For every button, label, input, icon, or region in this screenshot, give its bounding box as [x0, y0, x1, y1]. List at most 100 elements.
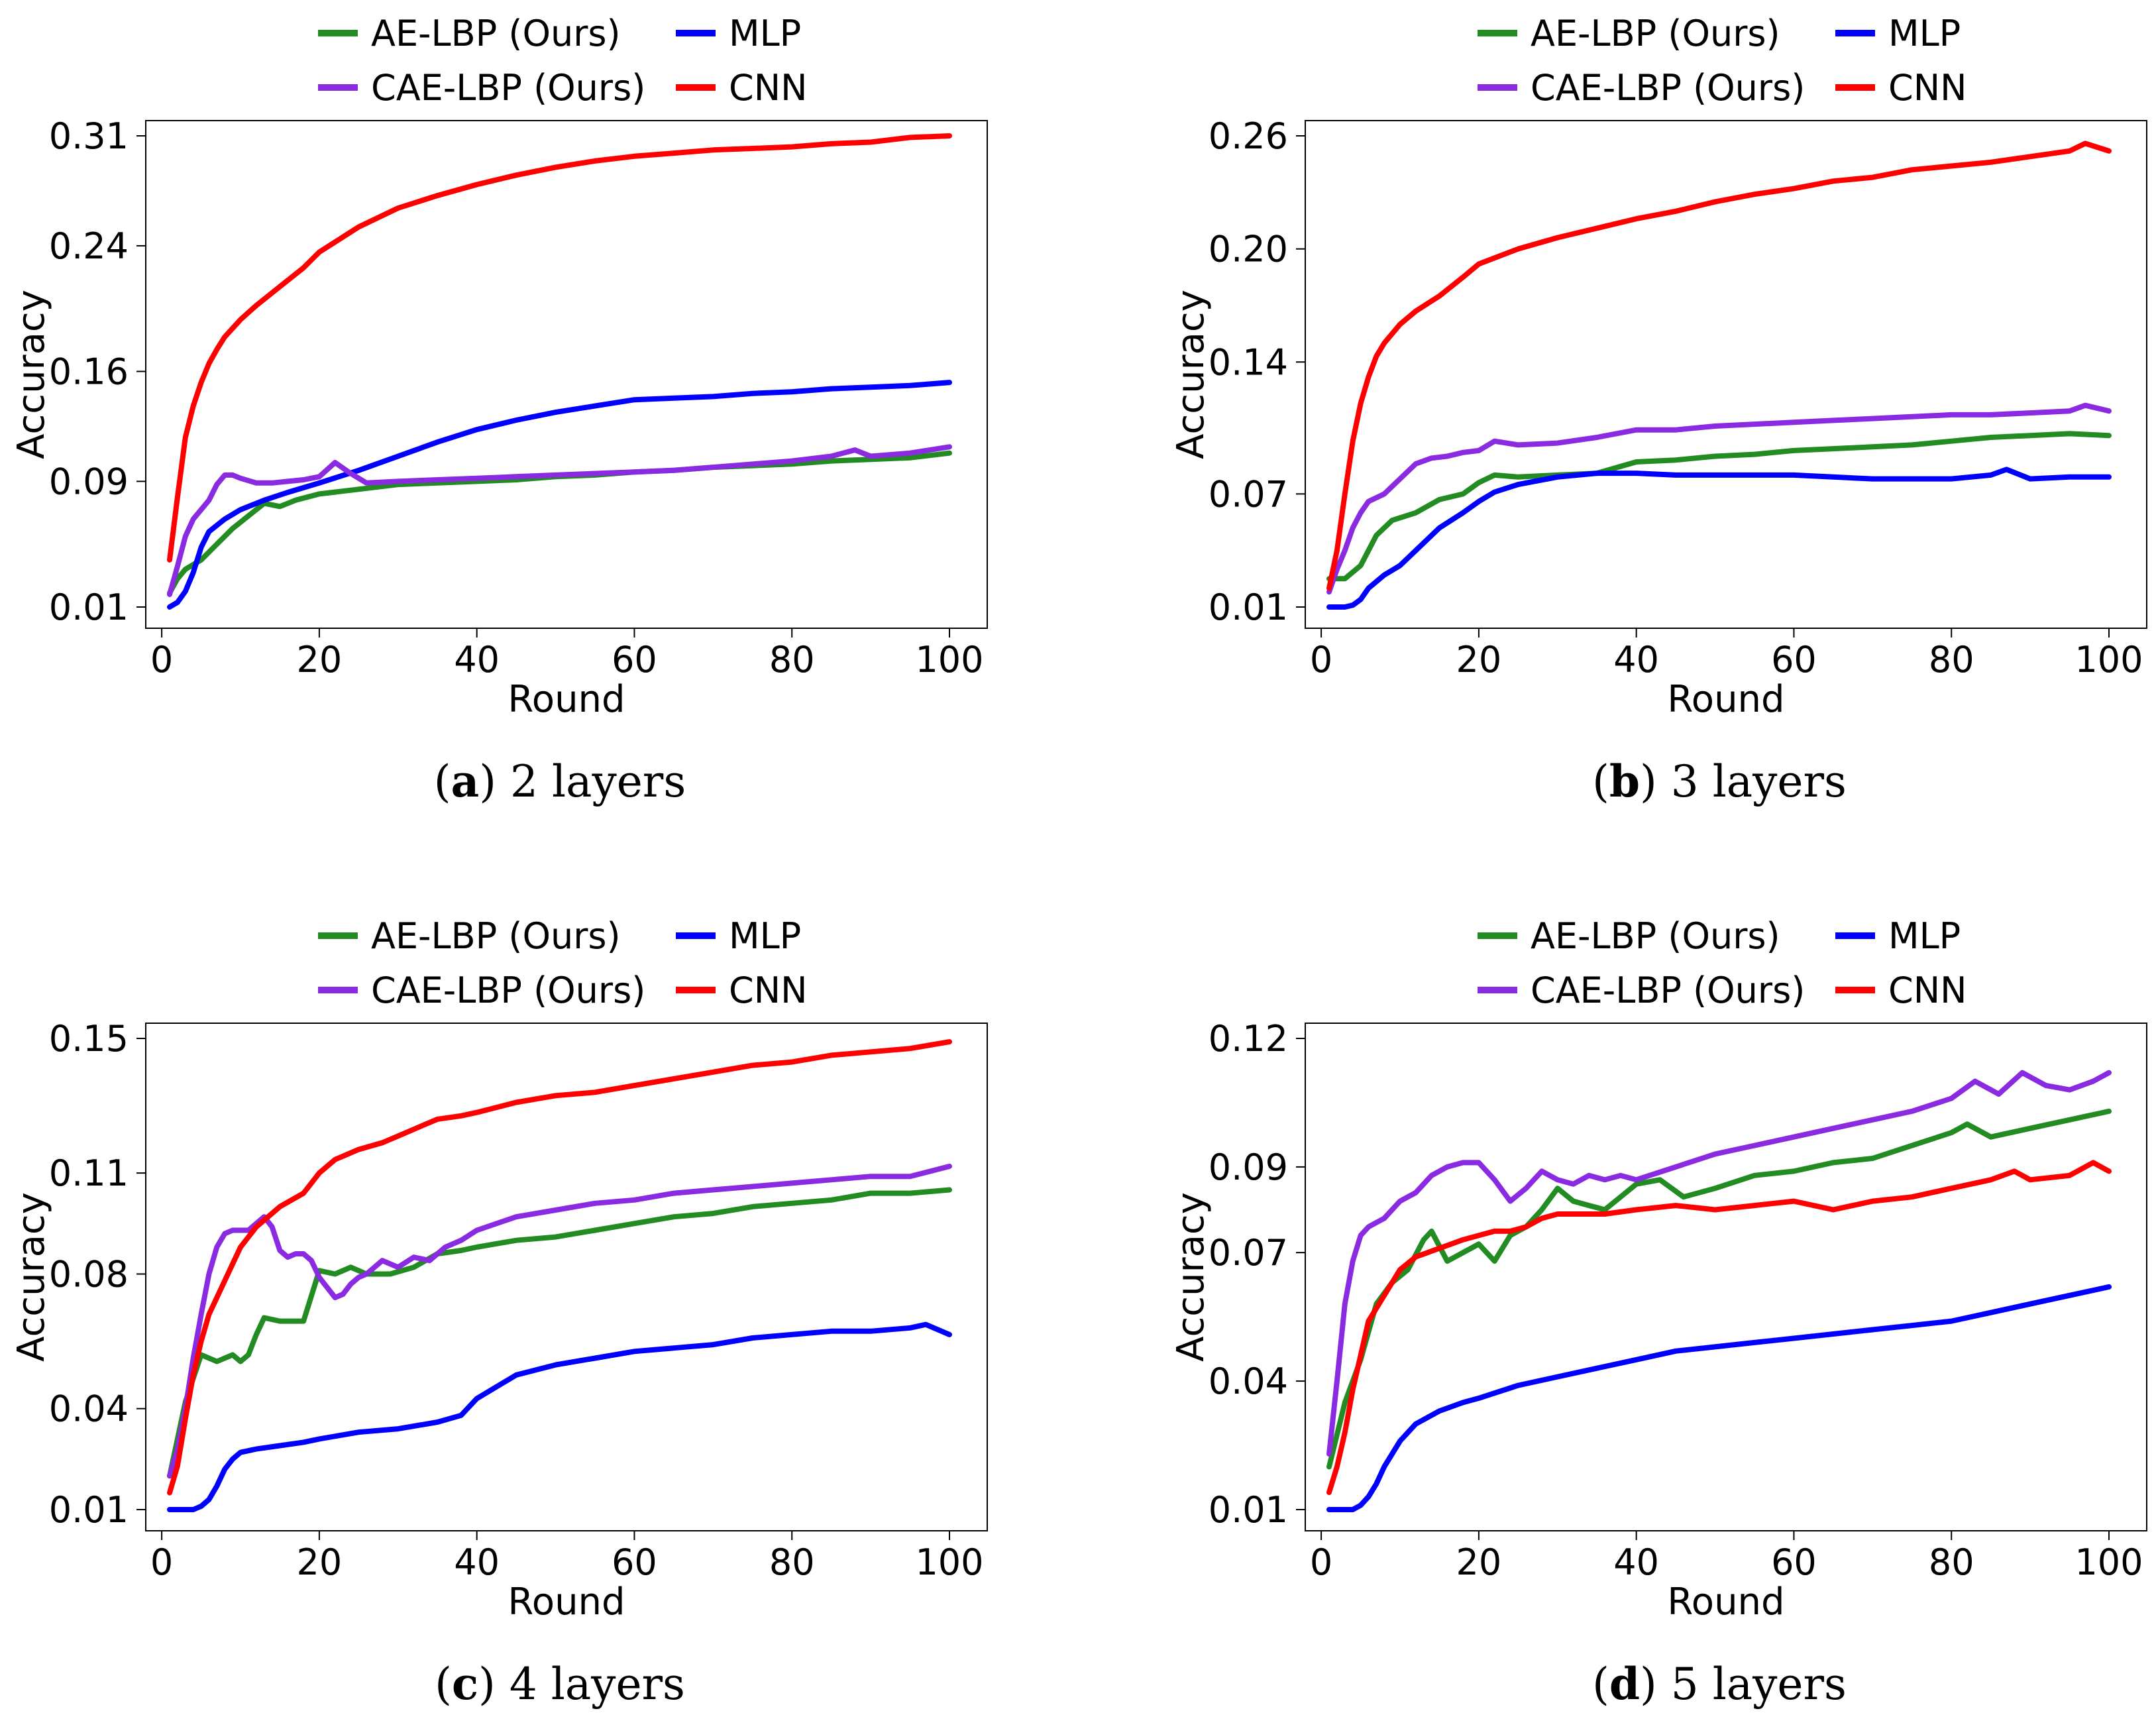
series-line-cae-lbp-ours	[167, 1164, 952, 1479]
series-line-cae-lbp-ours	[167, 444, 952, 597]
legend-label-cnn: CNN	[1888, 67, 1967, 109]
panel-a: 0 20 40 60 80 100 0.01 0.09 0.16 0.24 0.31 Round Acc…	[10, 13, 988, 807]
x-tick-label: 20	[1456, 639, 1502, 681]
x-tick-label: 100	[915, 639, 983, 681]
x-tick-label: 60	[1771, 1541, 1817, 1583]
x-tick-label: 0	[150, 1541, 173, 1583]
series-line-ae-lbp-ours	[1326, 1108, 2112, 1470]
x-tick-label: 0	[1310, 639, 1332, 681]
panel-caption: (b) 3 layers	[1592, 755, 1847, 807]
legend-label-cae-lbp-ours: CAE-LBP (Ours)	[1531, 67, 1805, 109]
series-line-cae-lbp-ours	[1326, 1070, 2112, 1457]
x-tick-label: 40	[1613, 639, 1659, 681]
panel-c: 0 20 40 60 80 100 0.01 0.04 0.08 0.11 0.15 Round Acc…	[10, 915, 988, 1710]
x-tick-label: 60	[612, 639, 657, 681]
x-axis-label: Round	[508, 1580, 625, 1624]
x-tick-label: 40	[454, 1541, 500, 1583]
caption-paren-open: (	[435, 1659, 452, 1710]
caption-paren-close: )	[478, 1659, 510, 1710]
legend-label-cnn: CNN	[1888, 970, 1967, 1011]
legend-label-ae-lbp-ours: AE-LBP (Ours)	[1531, 13, 1780, 54]
y-tick-label: 0.26	[1209, 115, 1288, 157]
caption-panel-label: a	[451, 755, 480, 807]
y-tick-label: 0.12	[1209, 1018, 1288, 1060]
caption-panel-label: d	[1609, 1658, 1640, 1710]
y-axis-label: Accuracy	[1169, 1192, 1213, 1362]
series-line-mlp	[167, 380, 952, 610]
plot-frame	[145, 1023, 988, 1531]
x-tick-label: 100	[2075, 1541, 2143, 1583]
x-tick-label: 20	[1456, 1541, 1502, 1583]
legend-label-cae-lbp-ours: CAE-LBP (Ours)	[371, 67, 645, 109]
series-line-ae-lbp-ours	[167, 1187, 952, 1479]
series-line-mlp	[1326, 1284, 2112, 1512]
plot-frame	[145, 120, 988, 629]
y-tick-label: 0.16	[49, 351, 129, 393]
x-tick-label: 40	[1613, 1541, 1659, 1583]
y-tick-label: 0.14	[1209, 341, 1288, 383]
x-axis-label: Round	[508, 678, 625, 721]
panel-d: 0 20 40 60 80 100 0.01 0.04 0.07 0.09 0.12 Round Acc…	[1169, 915, 2147, 1710]
x-axis-label: Round	[1667, 678, 1784, 721]
series-line-cae-lbp-ours	[1326, 402, 2112, 595]
caption-text: 5 layers	[1671, 1659, 1847, 1710]
y-tick-label: 0.04	[1209, 1360, 1288, 1402]
y-tick-label: 0.11	[49, 1152, 129, 1194]
y-tick-label: 0.01	[49, 586, 129, 628]
caption-paren-close: )	[479, 756, 510, 807]
y-tick-label: 0.08	[49, 1254, 129, 1296]
caption-panel-label: c	[452, 1658, 478, 1710]
caption-paren-open: (	[1592, 756, 1609, 807]
caption-paren-open: (	[434, 756, 451, 807]
panel-caption: (a) 2 layers	[434, 755, 686, 807]
y-tick-label: 0.04	[49, 1388, 129, 1430]
caption-text: 3 layers	[1671, 756, 1847, 807]
y-tick-label: 0.24	[49, 225, 129, 267]
y-tick-label: 0.20	[1209, 229, 1288, 270]
x-tick-label: 20	[297, 1541, 343, 1583]
y-axis-label: Accuracy	[10, 1192, 53, 1362]
series-line-cnn	[167, 1039, 952, 1496]
legend-label-ae-lbp-ours: AE-LBP (Ours)	[371, 915, 621, 957]
x-tick-label: 80	[1929, 639, 1974, 681]
legend-label-mlp: MLP	[1888, 13, 1961, 54]
legend-label-mlp: MLP	[729, 915, 801, 957]
y-tick-label: 0.01	[1209, 586, 1288, 628]
x-tick-label: 80	[1929, 1541, 1974, 1583]
caption-paren-close: )	[1640, 756, 1671, 807]
plot-frame	[1305, 120, 2147, 629]
panel-caption: (c) 4 layers	[435, 1658, 685, 1710]
x-tick-label: 100	[2075, 639, 2143, 681]
legend-label-cnn: CNN	[729, 970, 808, 1011]
y-tick-label: 0.09	[49, 461, 129, 502]
y-tick-label: 0.01	[1209, 1489, 1288, 1531]
x-tick-label: 0	[150, 639, 173, 681]
series-line-cnn	[167, 133, 952, 563]
legend-label-mlp: MLP	[729, 13, 801, 54]
caption-paren-open: (	[1592, 1659, 1609, 1710]
plot-frame	[1305, 1023, 2147, 1531]
y-tick-label: 0.07	[1209, 473, 1288, 515]
legend-label-cnn: CNN	[729, 67, 808, 109]
series-line-mlp	[167, 1321, 952, 1512]
y-tick-label: 0.09	[1209, 1146, 1288, 1188]
legend-label-cae-lbp-ours: CAE-LBP (Ours)	[1531, 970, 1805, 1011]
legend-label-mlp: MLP	[1888, 915, 1961, 957]
legend-label-ae-lbp-ours: AE-LBP (Ours)	[1531, 915, 1780, 957]
x-tick-label: 60	[1771, 639, 1817, 681]
legend-label-ae-lbp-ours: AE-LBP (Ours)	[371, 13, 621, 54]
series-line-mlp	[1326, 467, 2112, 610]
legend-label-cae-lbp-ours: CAE-LBP (Ours)	[371, 970, 645, 1011]
x-tick-label: 80	[769, 639, 815, 681]
y-tick-label: 0.01	[49, 1489, 129, 1531]
y-tick-label: 0.15	[49, 1018, 129, 1060]
y-axis-label: Accuracy	[10, 290, 53, 459]
x-tick-label: 0	[1310, 1541, 1332, 1583]
y-tick-label: 0.31	[49, 115, 129, 157]
caption-paren-close: )	[1640, 1659, 1671, 1710]
x-tick-label: 60	[612, 1541, 657, 1583]
x-tick-label: 80	[769, 1541, 815, 1583]
y-tick-label: 0.07	[1209, 1232, 1288, 1274]
caption-text: 4 layers	[510, 1659, 685, 1710]
